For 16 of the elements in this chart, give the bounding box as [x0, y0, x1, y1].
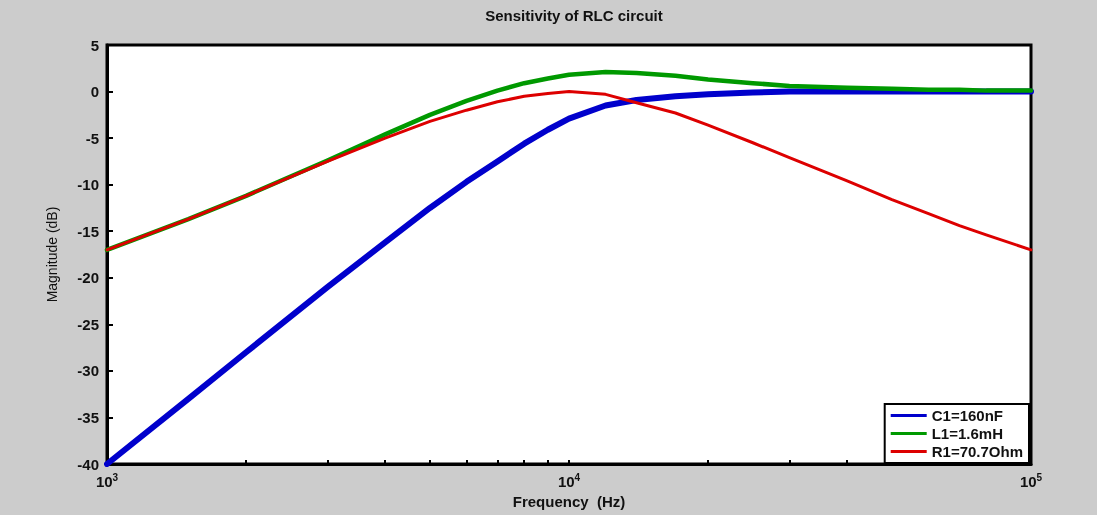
y-tick-label: -35	[77, 408, 99, 426]
legend-label: C1=160nF	[931, 407, 1003, 424]
y-axis-title: Magnitude (dB)	[44, 206, 60, 303]
y-tick-label: -5	[85, 129, 99, 147]
y-tick-label: -10	[77, 176, 99, 194]
y-tick-label: -40	[77, 455, 99, 473]
y-tick-label: -25	[77, 315, 99, 333]
y-tick-label: -15	[77, 222, 99, 240]
y-tick-label: 0	[90, 83, 99, 101]
y-tick-label: -30	[77, 362, 99, 380]
legend-label: L1=1.6mH	[931, 425, 1003, 442]
chart-title: Sensitivity of RLC circuit	[485, 7, 663, 24]
legend-label: R1=70.7Ohm	[931, 443, 1023, 460]
y-tick-label: -20	[77, 269, 99, 287]
y-tick-label: 5	[90, 36, 99, 54]
x-axis-title: Frequency (Hz)	[512, 493, 626, 510]
